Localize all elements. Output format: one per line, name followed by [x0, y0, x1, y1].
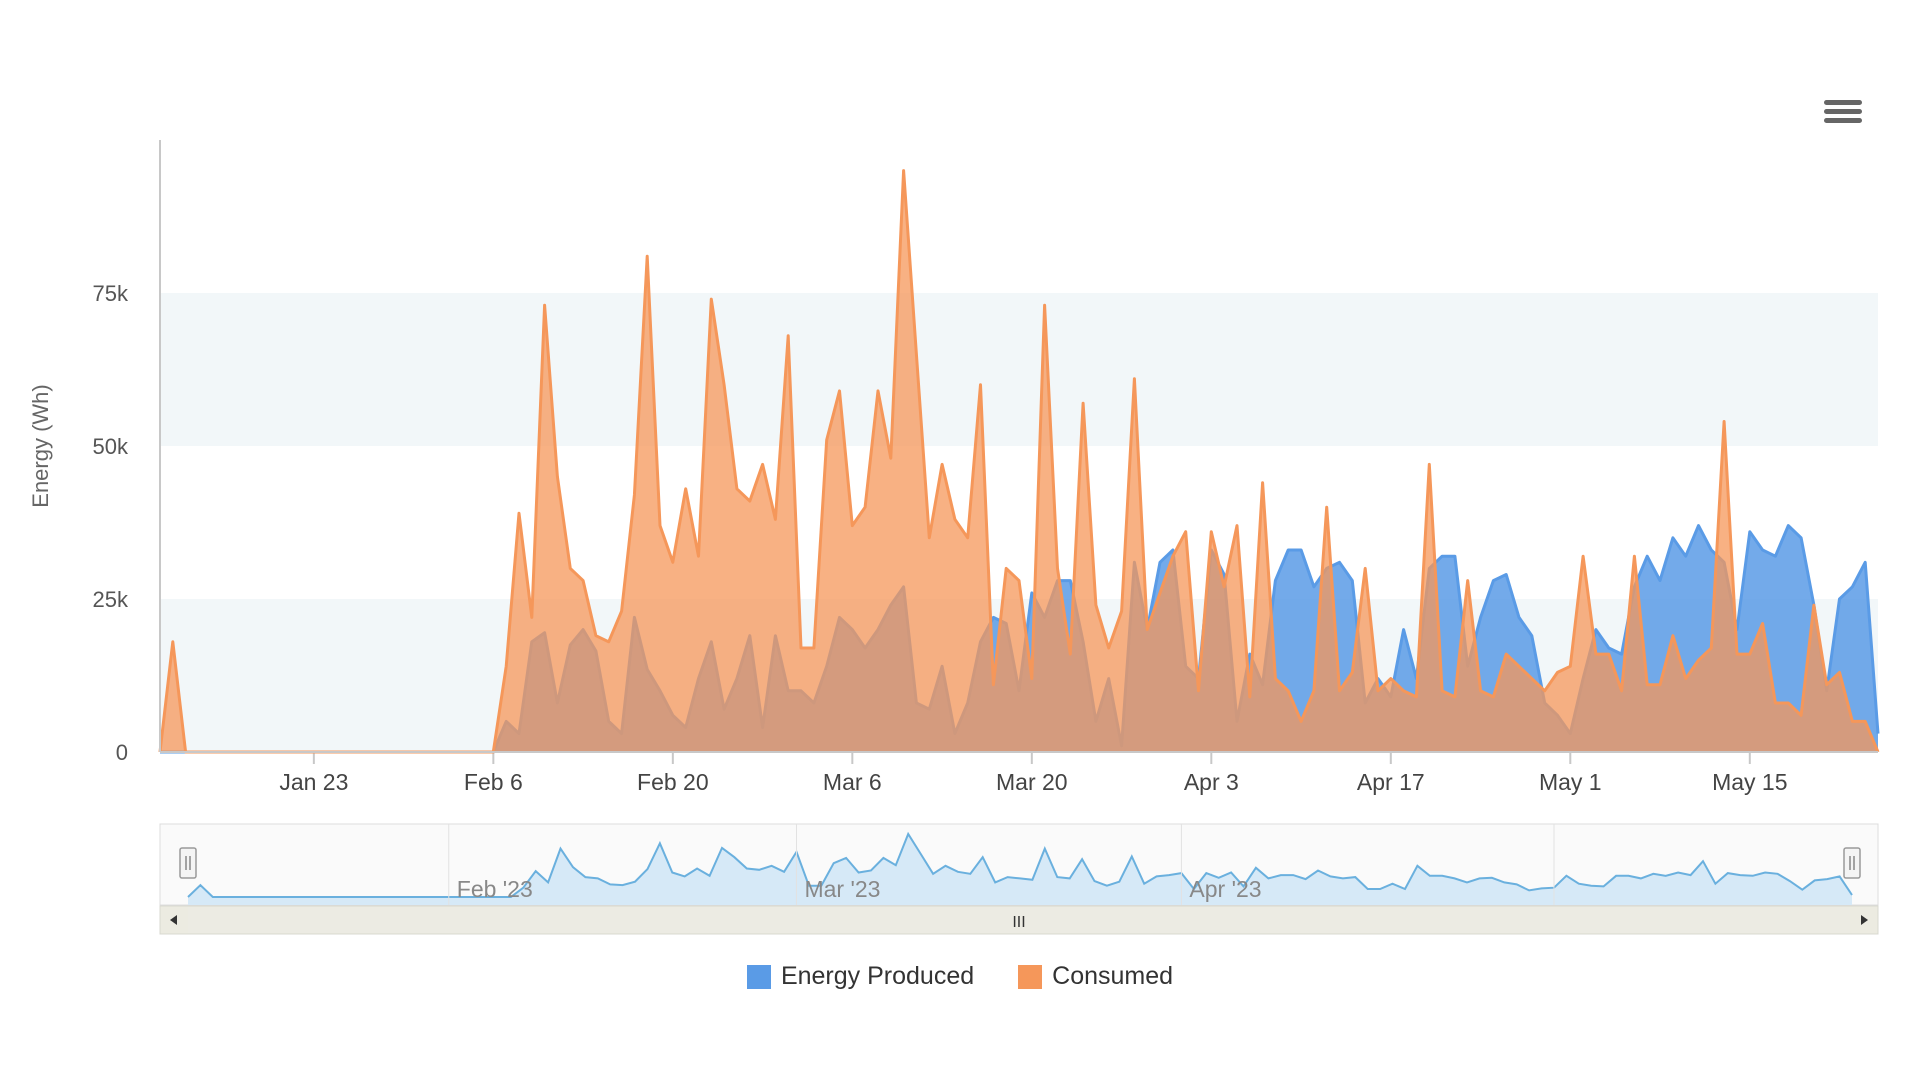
- x-tick-label: Jan 23: [279, 769, 348, 795]
- handle-body: [179, 847, 197, 879]
- navigator[interactable]: Feb '23 Mar '23 Apr '23: [159, 823, 1879, 906]
- legend-swatch-energy-produced: [746, 964, 771, 989]
- scroll-right-arrow-icon: [1861, 915, 1868, 925]
- legend-label-consumed: Consumed: [1052, 962, 1174, 990]
- y-tick-label: 50k: [93, 434, 129, 459]
- hamburger-menu-icon-bar: [1824, 118, 1862, 123]
- legend-label-energy-produced: Energy Produced: [780, 962, 975, 990]
- navigator-scrollbar[interactable]: III: [159, 905, 1879, 935]
- legend-swatch-consumed: [1018, 964, 1043, 989]
- hamburger-menu-icon-bar: [1824, 109, 1862, 114]
- x-tick-label: Apr 3: [1184, 769, 1239, 795]
- x-tick-label: Mar 6: [823, 769, 882, 795]
- scrollbar-grip-icon: III: [1012, 914, 1025, 931]
- y-tick-label: 25k: [93, 587, 129, 612]
- navigator-series-area: [188, 834, 1852, 905]
- chart-menu-button[interactable]: [1824, 96, 1862, 130]
- navigator-right-handle[interactable]: [1843, 847, 1861, 879]
- scroll-left-arrow-icon: [170, 915, 177, 925]
- handle-body: [1843, 847, 1861, 879]
- navigator-series-line: [187, 831, 1853, 898]
- legend-item-consumed[interactable]: Consumed: [1018, 962, 1173, 991]
- y-axis-tick-labels: 0 25k 50k 75k: [93, 281, 129, 765]
- y-axis-title: Energy (Wh): [28, 384, 53, 507]
- x-tick-label: Feb 20: [637, 769, 709, 795]
- x-tick-label: Mar 20: [996, 769, 1068, 795]
- x-tick-label: May 1: [1539, 769, 1602, 795]
- legend: Energy Produced Consumed: [0, 962, 1920, 991]
- area-consumed: [160, 170, 1878, 753]
- legend-item-energy-produced[interactable]: Energy Produced: [746, 962, 975, 991]
- axes: [159, 140, 1878, 753]
- navigator-month-label: Feb '23: [457, 876, 533, 902]
- y-tick-label: 75k: [93, 281, 129, 306]
- navigator-month-label: Apr '23: [1189, 876, 1261, 902]
- y-tick-label: 0: [116, 740, 128, 765]
- x-tick-label: Apr 17: [1357, 769, 1425, 795]
- x-axis-ticks: [312, 752, 1751, 764]
- navigator-month-label: Mar '23: [804, 876, 880, 902]
- scrollbar-thumb: [188, 907, 1850, 933]
- navigator-left-handle[interactable]: [179, 847, 197, 879]
- hamburger-menu-icon: [1824, 100, 1862, 105]
- x-tick-label: May 15: [1712, 769, 1787, 795]
- x-tick-label: Feb 6: [464, 769, 523, 795]
- plot-band: [160, 293, 1878, 446]
- x-axis-tick-labels: Jan 23 Feb 6 Feb 20 Mar 6 Mar 20 Apr 3 Apr 17 M…: [279, 769, 1787, 795]
